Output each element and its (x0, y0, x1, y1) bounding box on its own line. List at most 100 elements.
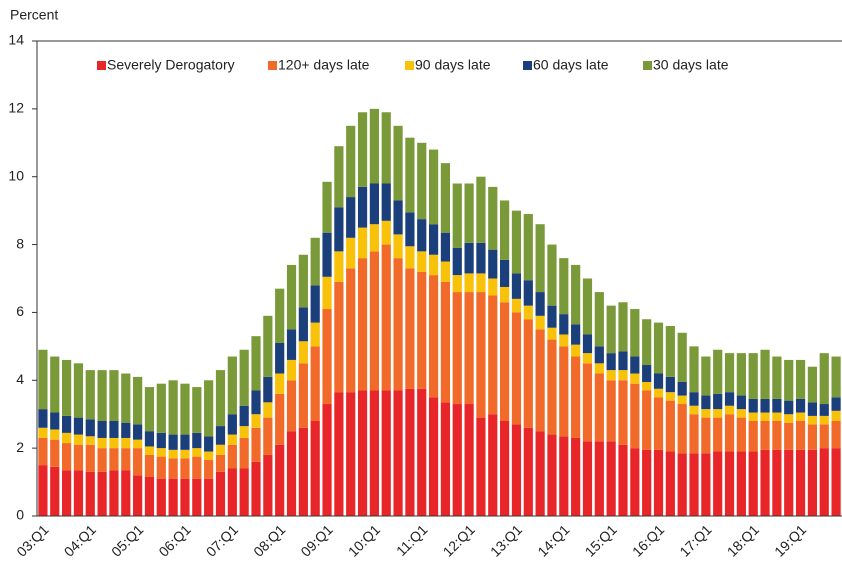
bar-segment (819, 448, 829, 516)
bar-segment (61, 415, 72, 433)
bar-segment (286, 431, 297, 516)
bar-segment (38, 465, 48, 516)
bar-segment (346, 237, 356, 269)
bar-segment (523, 319, 533, 428)
x-tick-label: 11:Q1 (393, 521, 431, 559)
bar-segment (665, 326, 675, 377)
bar-segment (156, 456, 166, 479)
bar-segment (215, 454, 226, 472)
bar-segment (428, 275, 439, 398)
bar-segment (156, 383, 166, 433)
bar-segment (606, 441, 616, 516)
bar-segment (204, 478, 214, 516)
bar-segment (85, 444, 95, 472)
bar-segment (464, 273, 474, 293)
bar-segment (784, 359, 794, 401)
bar-segment (121, 448, 131, 471)
bar-segment (547, 339, 557, 435)
bar-segment (772, 449, 782, 516)
bar-segment (286, 264, 297, 330)
bar-segment (724, 405, 735, 415)
bar-segment (97, 471, 107, 516)
bar-segment (85, 370, 95, 420)
bar-segment (263, 315, 273, 377)
bar-segment (488, 278, 498, 296)
bar-segment (144, 476, 155, 516)
bar-segment (630, 448, 640, 516)
bar-segment (275, 342, 285, 374)
x-tick-label: 17:Q1 (676, 521, 714, 559)
bar-segment (677, 404, 687, 454)
x-tick-label: 05:Q1 (108, 521, 146, 559)
bar-segment (275, 288, 285, 343)
bar-segment (500, 421, 510, 516)
x-tick-label: 13:Q1 (487, 521, 525, 559)
bar-segment (61, 470, 72, 516)
bar-segment (642, 319, 652, 366)
bar-segment (653, 397, 664, 450)
bar-segment (428, 224, 439, 255)
y-tick-label: 4 (16, 371, 24, 387)
bar-segment (724, 392, 735, 406)
bar-segment (618, 302, 628, 352)
bar-segment (381, 244, 391, 391)
bar-segment (701, 409, 711, 418)
bar-segment (559, 436, 569, 516)
bar-segment (440, 261, 451, 282)
bar-segment (417, 271, 427, 389)
bar-segment (393, 390, 403, 516)
bar-segment (760, 398, 770, 413)
bar-segment (275, 444, 285, 516)
bar-segment (168, 458, 178, 479)
bar-segment (227, 468, 237, 516)
legend-label: 30 days late (653, 57, 729, 73)
y-tick-label: 14 (8, 32, 24, 48)
bar-segment (251, 336, 261, 391)
bar-segment (807, 366, 818, 403)
bar-segment (440, 163, 451, 233)
y-tick-label: 0 (16, 507, 24, 523)
bar-segment (594, 363, 604, 374)
bar-segment (677, 381, 687, 396)
bar-segment (665, 400, 675, 452)
bar-segment (807, 415, 818, 425)
bar-segment (488, 295, 498, 415)
bar-segment (724, 451, 735, 516)
legend-swatch (97, 61, 106, 70)
bar-segment (61, 432, 72, 444)
bar-segment (440, 232, 451, 262)
bar-segment (180, 458, 190, 479)
bar-segment (156, 432, 166, 449)
bar-segment (795, 412, 806, 421)
bar-segment (369, 224, 379, 252)
bar-segment (571, 437, 581, 516)
bar-segment (405, 388, 415, 516)
bar-segment (251, 427, 261, 462)
bar-segment (795, 449, 806, 516)
bar-segment (334, 207, 344, 252)
bar-segment (642, 449, 652, 516)
bar-segment (357, 227, 368, 259)
bar-segment (713, 393, 723, 410)
bar-segment (511, 424, 522, 516)
bar-segment (831, 397, 841, 411)
bar-segment (405, 212, 415, 247)
bar-segment (192, 478, 202, 516)
bar-segment (215, 444, 226, 455)
bar-segment (298, 254, 308, 308)
bar-segment (582, 441, 593, 516)
bar-segment (168, 449, 178, 459)
bar-segment (405, 246, 415, 269)
bar-segment (511, 312, 522, 425)
bar-segment (251, 414, 261, 428)
bar-segment (713, 349, 723, 394)
axis-title: Percent (10, 7, 58, 23)
bar-segment (511, 273, 522, 299)
bar-segment (85, 436, 95, 445)
bar-segment (357, 258, 368, 391)
bar-segment (393, 125, 403, 201)
bar-segment (180, 383, 190, 435)
bar-segment (428, 149, 439, 225)
bar-segment (440, 281, 451, 403)
